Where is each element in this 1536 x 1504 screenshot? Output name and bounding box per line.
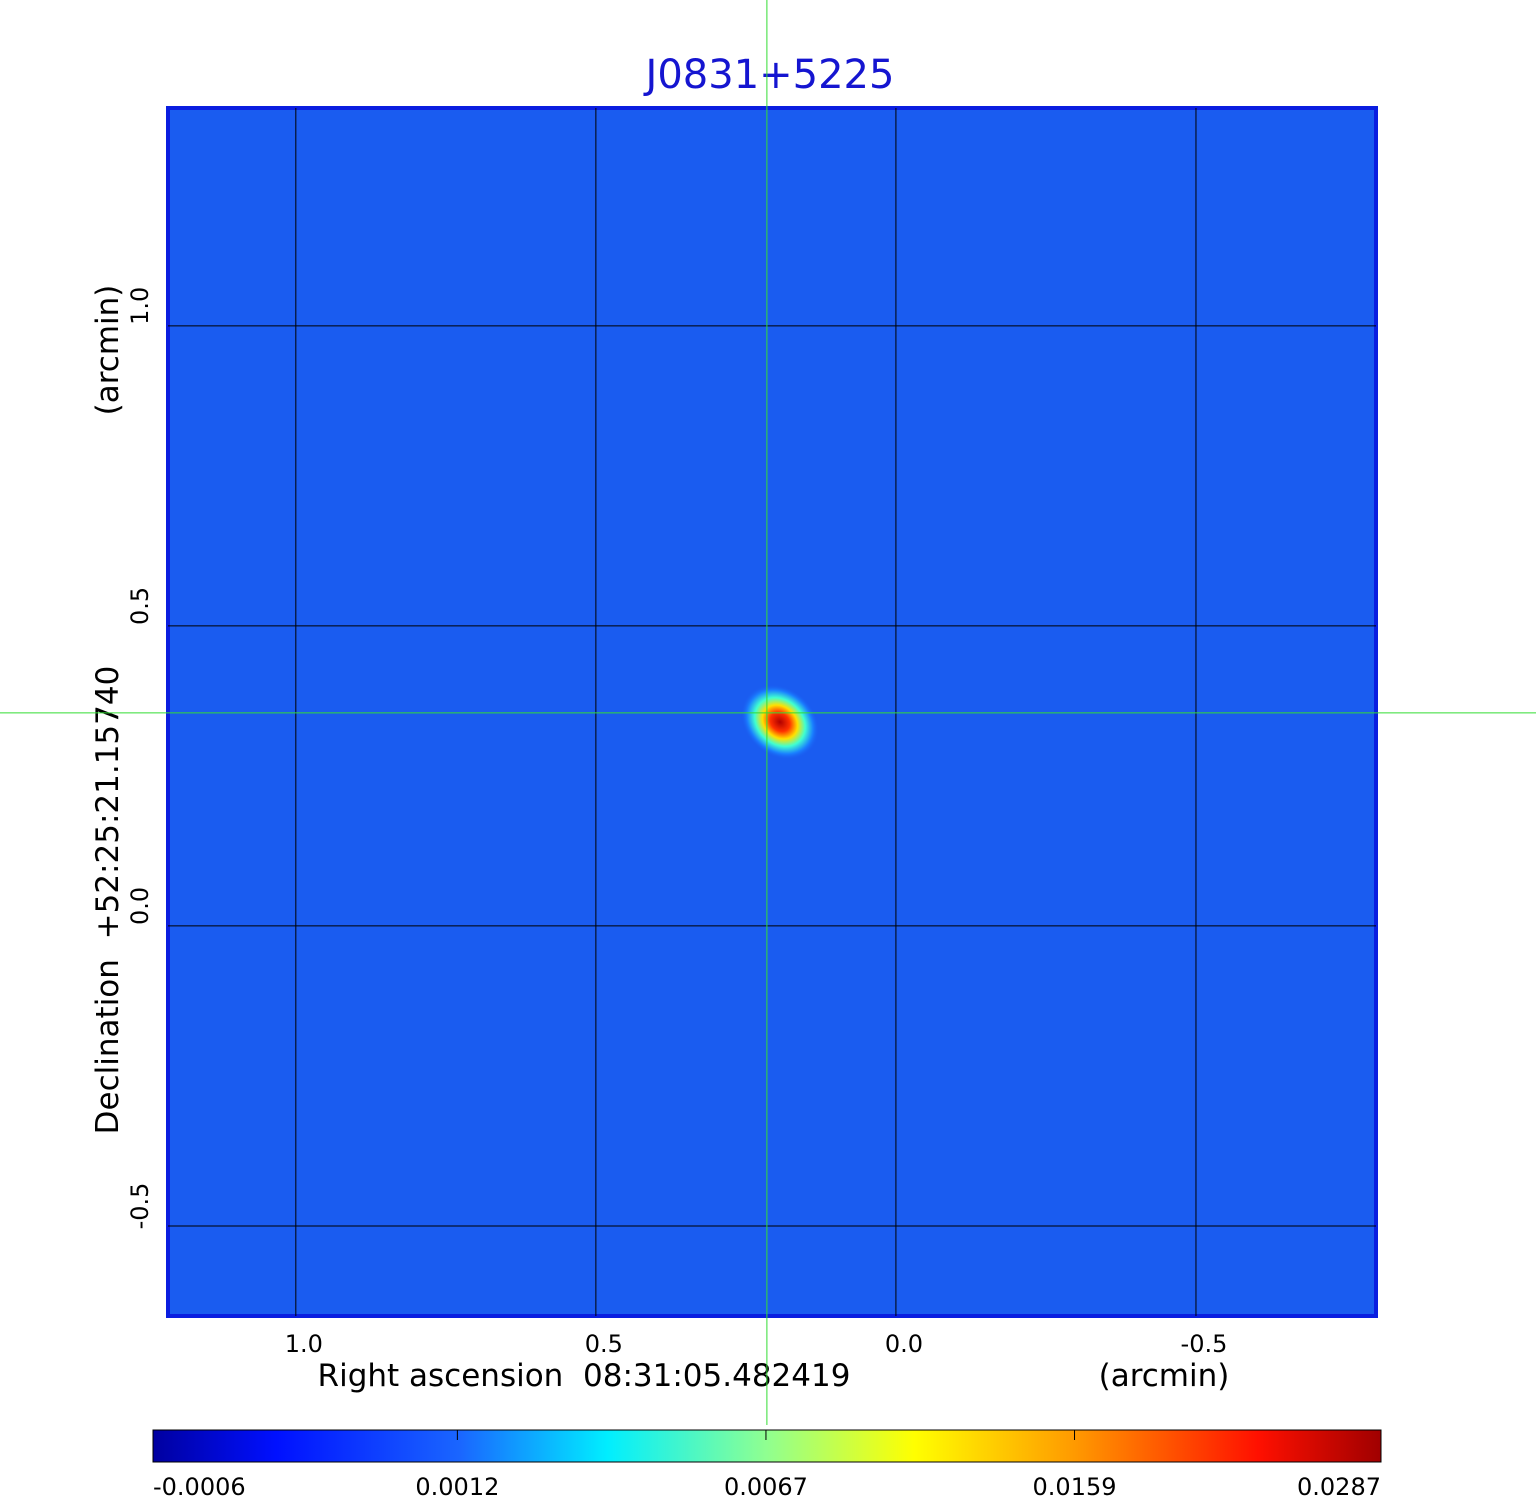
y-tick-label: 0.0	[126, 887, 154, 925]
colorbar-tick-label: 0.0287	[1297, 1473, 1381, 1500]
y-axis-unit: (arcmin)	[90, 285, 126, 416]
y-tick-label: 0.5	[126, 587, 154, 625]
x-axis-label: Right ascension 08:31:05.482419	[318, 1358, 851, 1394]
x-tick-label: 0.5	[585, 1330, 623, 1358]
y-tick-label: -0.5	[126, 1183, 154, 1230]
chart-title: J0831+5225	[643, 52, 895, 98]
x-tick-label: -0.5	[1181, 1330, 1228, 1358]
y-tick-label: 1.0	[126, 287, 154, 325]
source	[741, 684, 819, 760]
x-axis-unit: (arcmin)	[1099, 1358, 1230, 1394]
y-axis-label: Declination +52:25:21.15740	[90, 666, 126, 1135]
x-tick-label: 1.0	[285, 1330, 323, 1358]
colorbar	[152, 1429, 1382, 1463]
colorbar-tick-label: 0.0012	[415, 1473, 499, 1500]
colorbar-tick-label: 0.0159	[1033, 1473, 1117, 1500]
x-tick-label: 0.0	[885, 1330, 923, 1358]
colorbar-tick-label: -0.0006	[153, 1473, 246, 1500]
colorbar-tick-label: 0.0067	[724, 1473, 808, 1500]
